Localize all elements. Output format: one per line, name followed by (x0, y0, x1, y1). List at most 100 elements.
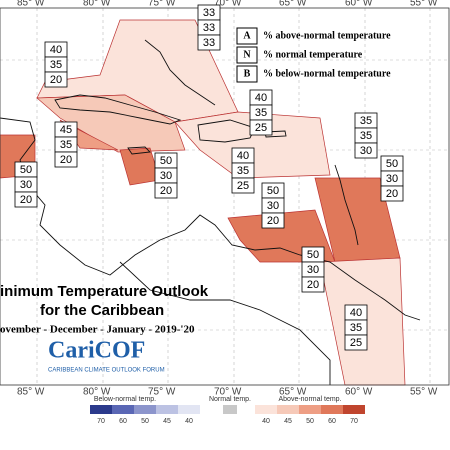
probability-cell (231, 177, 255, 194)
colorbar-swatch (156, 405, 178, 414)
bahamas (144, 39, 216, 106)
probability-value: 30 (267, 200, 279, 212)
colorbar-tick: 60 (119, 418, 127, 425)
probability-value: 40 (350, 307, 362, 319)
colorbar-tick: 45 (163, 418, 171, 425)
colorbar-tick: 50 (306, 418, 314, 425)
legend-key (236, 27, 258, 45)
jamaica (127, 146, 151, 155)
probability-cell (44, 71, 68, 88)
probability-value: 30 (360, 145, 372, 157)
colorbar-tick: 40 (185, 418, 193, 425)
region-hispaniola (174, 111, 331, 179)
colorbar-swatch (321, 405, 343, 414)
probability-cell (261, 212, 285, 229)
longitude-label: 80° W (83, 0, 111, 9)
hispaniola (197, 119, 256, 143)
probability-cell (249, 119, 273, 136)
colorbar-swatch (255, 405, 277, 414)
probability-value: 30 (20, 179, 32, 191)
probability-cell (14, 191, 38, 208)
probability-value: 33 (203, 37, 215, 49)
legend-key-label: B (244, 68, 251, 79)
title: for the Caribbean (40, 302, 164, 319)
probability-value: 25 (350, 337, 362, 349)
longitude-label: 85° W (17, 0, 45, 9)
colorbar-normal (223, 405, 237, 414)
longitude-label: 55° W (410, 0, 438, 9)
colorbar-swatch (134, 405, 156, 414)
colorbar-tick: 40 (262, 418, 270, 425)
probability-value: 50 (160, 155, 172, 167)
colorbar-heading: Above-normal temp. (278, 396, 341, 403)
longitude-label: 60° W (345, 0, 373, 9)
colorbar-swatch (90, 405, 112, 414)
colorbar-tick: 70 (97, 418, 105, 425)
probability-value: 25 (237, 180, 249, 192)
longitude-label: 70° W (214, 387, 242, 398)
probability-cell (301, 276, 325, 293)
probability-value: 50 (307, 249, 319, 261)
legend-key-label: A (243, 30, 251, 41)
probability-value: 50 (386, 158, 398, 170)
probability-value: 30 (160, 170, 172, 182)
probability-value: 35 (360, 130, 372, 142)
probability-cell (197, 34, 221, 51)
colorbar-heading: Below-normal temp. (94, 396, 156, 403)
longitude-label: 80° W (83, 387, 111, 398)
longitude-label: 65° W (279, 387, 307, 398)
legend-text: % below-normal temperature (263, 68, 391, 79)
longitude-label: 75° W (148, 0, 176, 9)
colorbar-tick: 45 (284, 418, 292, 425)
legend: A % above-normal temperature N % normal … (236, 27, 391, 83)
legend-key (236, 65, 258, 83)
probability-value: 35 (360, 115, 372, 127)
probability-value: 45 (60, 124, 72, 136)
probability-value: 20 (307, 279, 319, 291)
legend-key (236, 46, 258, 64)
probability-value: 35 (350, 322, 362, 334)
colorbar-swatch (343, 405, 365, 414)
map-frame (0, 7, 450, 386)
colorbar-tick: 70 (350, 418, 358, 425)
probability-value: 33 (203, 22, 215, 34)
colorbar-swatch (178, 405, 200, 414)
legend-text: % above-normal temperature (263, 30, 391, 41)
colorbar-swatch (112, 405, 134, 414)
longitude-label: 55° W (410, 387, 438, 398)
probability-value: 30 (307, 264, 319, 276)
probability-value: 20 (20, 194, 32, 206)
probability-cell (154, 182, 178, 199)
probability-cell (380, 185, 404, 202)
probability-cell (54, 151, 78, 168)
colorbar-tick: 60 (328, 418, 336, 425)
probability-value: 35 (255, 107, 267, 119)
probability-value: 50 (267, 185, 279, 197)
longitude-label: 60° W (345, 387, 373, 398)
colorbar-heading: Normal temp. (209, 396, 251, 403)
legend-text: % normal temperature (263, 49, 363, 60)
probability-value: 30 (386, 173, 398, 185)
probability-cell (354, 142, 378, 159)
probability-value: 35 (60, 139, 72, 151)
longitude-label: 70° W (214, 0, 242, 9)
lesser-antilles (334, 164, 359, 246)
probability-value: 35 (50, 59, 62, 71)
probability-value: 20 (60, 154, 72, 166)
probability-value: 20 (160, 185, 172, 197)
cuba (54, 94, 182, 125)
probability-value: 40 (255, 92, 267, 104)
probability-value: 35 (237, 165, 249, 177)
legend-key-label: N (243, 49, 251, 60)
probability-value: 20 (386, 188, 398, 200)
probability-value: 33 (203, 7, 215, 19)
logo-tagline: CARIBBEAN CLIMATE OUTLOOK FORUM (48, 368, 165, 374)
probability-value: 25 (255, 122, 267, 134)
colorbar-swatch (277, 405, 299, 414)
subtitle: ovember - December - January - 2019-'20 (0, 324, 195, 336)
colorbar-tick: 50 (141, 418, 149, 425)
probability-value: 20 (50, 74, 62, 86)
colorbar-swatch (299, 405, 321, 414)
longitude-label: 85° W (17, 387, 45, 398)
probability-value: 40 (50, 44, 62, 56)
